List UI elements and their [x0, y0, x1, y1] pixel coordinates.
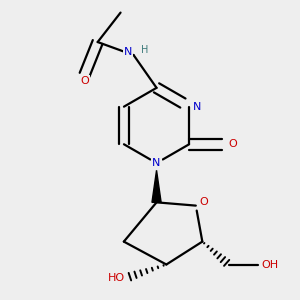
Text: HO: HO	[108, 273, 125, 283]
Text: N: N	[152, 158, 161, 168]
Text: N: N	[192, 102, 201, 112]
Text: H: H	[141, 45, 148, 55]
Text: N: N	[124, 47, 132, 57]
Polygon shape	[152, 170, 161, 202]
Text: O: O	[80, 76, 89, 86]
Text: O: O	[228, 139, 237, 149]
Text: OH: OH	[261, 260, 278, 269]
Text: O: O	[199, 197, 208, 207]
